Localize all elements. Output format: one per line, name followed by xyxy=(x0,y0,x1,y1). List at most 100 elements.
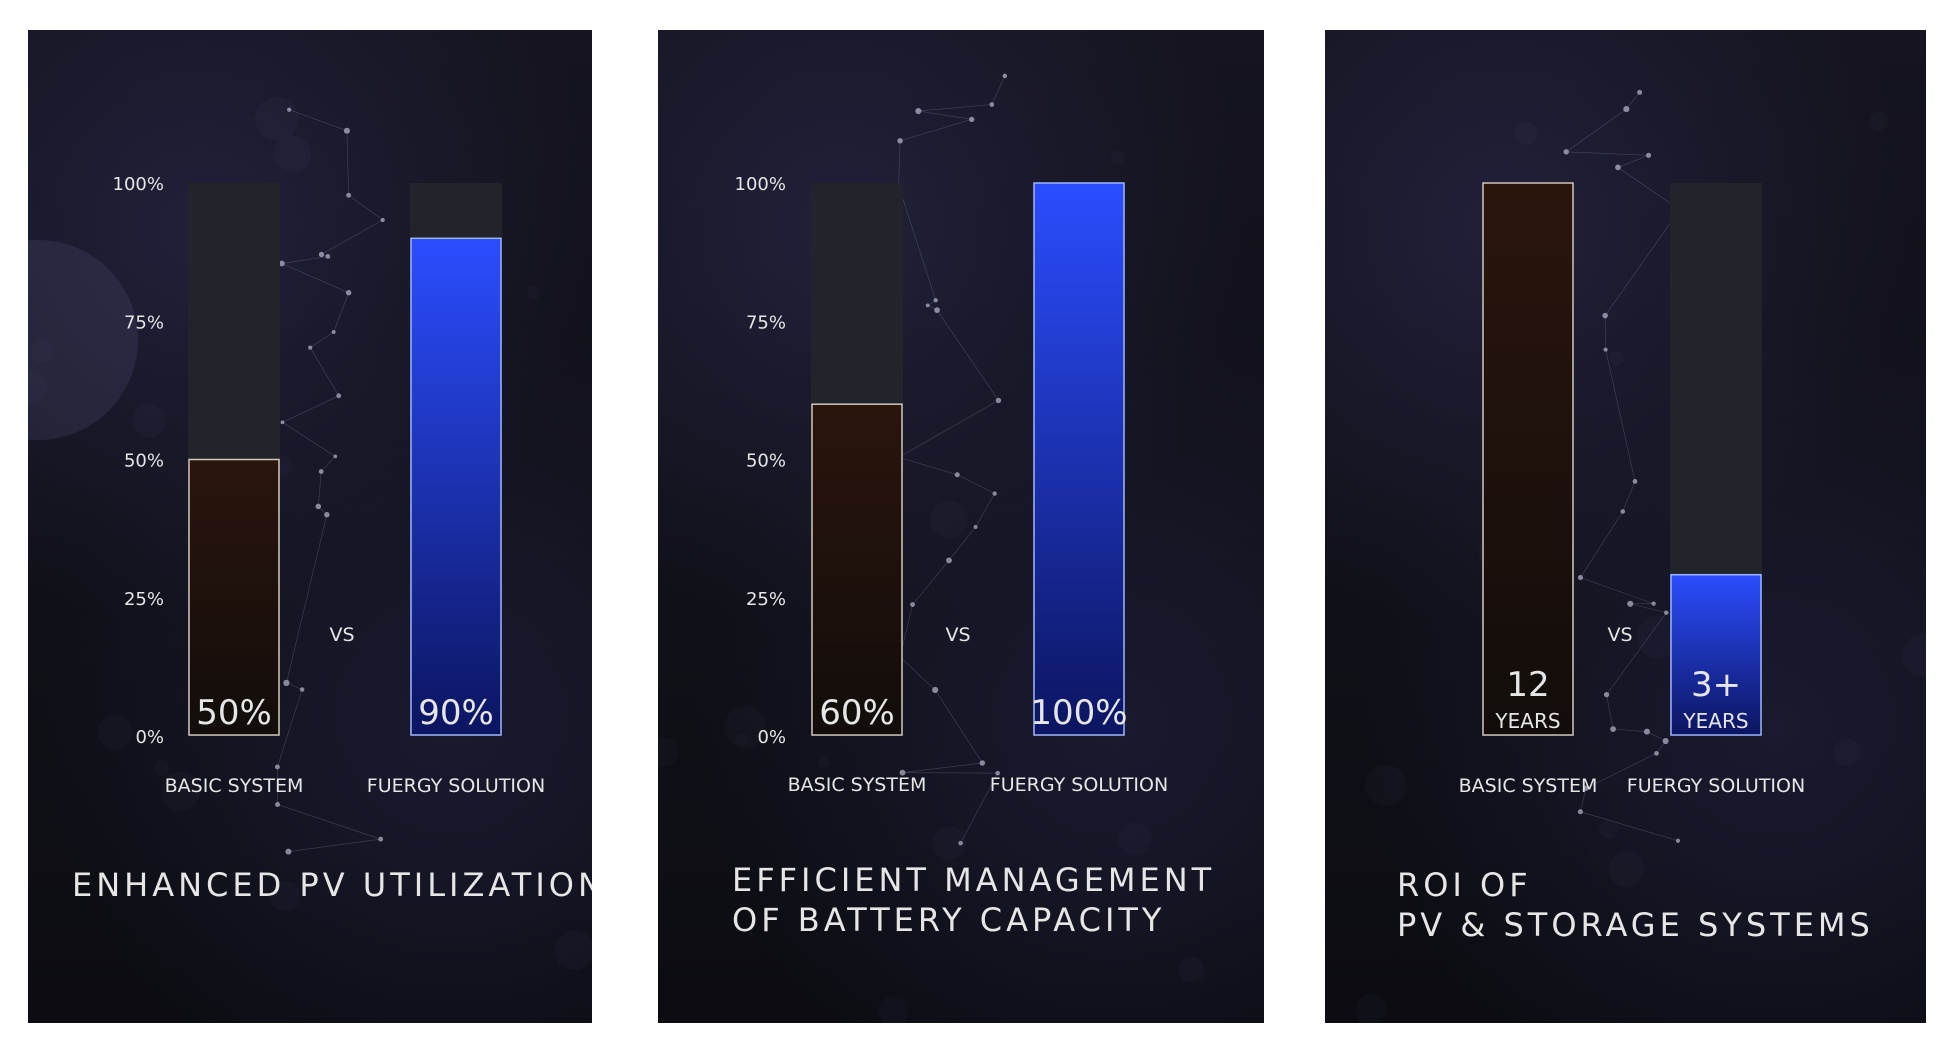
bokeh-dot xyxy=(1834,739,1861,766)
bar-chart: 12 YEARS BASIC SYSTEM 3+ YEARS FUERGY SOLUTIO… xyxy=(1356,89,1888,1023)
bar-basic-system xyxy=(188,458,280,736)
chart-title: ENHANCED PV UTILIZATION xyxy=(72,865,592,905)
category-label: BASIC SYSTEM xyxy=(165,775,304,797)
particle-link xyxy=(1613,728,1647,732)
bokeh-dot xyxy=(736,733,748,745)
particle-dot xyxy=(1632,479,1638,484)
particle-dot xyxy=(324,512,330,518)
y-tick-label: 100% xyxy=(735,174,786,195)
particle-link xyxy=(918,110,972,120)
particle-dot xyxy=(1577,809,1583,815)
bokeh-dot xyxy=(554,931,592,971)
particle-dot xyxy=(345,289,352,296)
particle-dot xyxy=(995,397,1002,404)
particle-link xyxy=(282,421,336,457)
y-tick-label: 100% xyxy=(113,174,164,195)
bokeh-dot xyxy=(1514,121,1537,144)
bar-value-label: 50% xyxy=(196,693,272,733)
bokeh-dot xyxy=(1609,351,1623,365)
particle-dot xyxy=(333,454,338,459)
particle-dot xyxy=(378,836,384,842)
particle-link xyxy=(1566,108,1627,153)
particle-link xyxy=(912,560,950,605)
particle-dot xyxy=(1583,785,1589,791)
category-label: BASIC SYSTEM xyxy=(1459,775,1598,797)
y-tick-label: 0% xyxy=(135,727,164,748)
chart-title-line: PV & STORAGE SYSTEMS xyxy=(1397,906,1874,944)
particle-dot xyxy=(910,602,915,607)
particle-dot xyxy=(275,764,280,770)
particle-link xyxy=(1580,577,1654,604)
particle-link xyxy=(1626,92,1640,110)
particle-link xyxy=(899,656,936,691)
particle-dot xyxy=(315,503,322,510)
particle-dot xyxy=(1563,149,1569,155)
particle-dot xyxy=(989,102,995,107)
particle-link xyxy=(1580,788,1587,812)
particle-dot xyxy=(336,393,342,399)
particle-link xyxy=(918,104,992,112)
particle-link xyxy=(991,75,1006,105)
particle-dot xyxy=(285,848,292,855)
particle-dot xyxy=(1603,692,1610,698)
particle-dot xyxy=(934,307,940,313)
particle-link xyxy=(289,109,348,132)
particle-dot xyxy=(1643,728,1650,735)
particle-dot xyxy=(331,330,336,334)
bokeh-dot xyxy=(658,738,678,767)
bokeh-dot xyxy=(1599,820,1618,839)
chart-panel-pv-utilization: 100% 75% 50% 25% 0% 50% BASIC SYSTEM 90% FUERGY … xyxy=(28,30,592,1023)
particle-link xyxy=(898,456,958,476)
particle-dot xyxy=(1623,106,1630,113)
particle-dot xyxy=(933,298,938,303)
bar-fuergy-solution xyxy=(1670,573,1762,736)
bokeh-dot xyxy=(1869,112,1888,131)
particle-dot xyxy=(899,769,906,776)
chart-title-line: OF BATTERY CAPACITY xyxy=(732,901,1166,939)
bokeh-dot xyxy=(1356,995,1386,1023)
particle-dot xyxy=(280,420,285,425)
category-label: FUERGY SOLUTION xyxy=(367,775,545,797)
y-tick-label: 50% xyxy=(124,451,164,472)
particle-link xyxy=(1630,603,1667,614)
bar-chart: 100% 75% 50% 25% 0% 60% BASIC SYSTEM 100% FUERGY… xyxy=(658,73,1204,982)
particle-link xyxy=(902,772,998,774)
particle-link xyxy=(277,804,381,840)
particle-link xyxy=(346,130,349,196)
particle-link xyxy=(310,331,334,348)
particle-dot xyxy=(969,116,975,123)
particle-link xyxy=(286,514,328,683)
particle-dot xyxy=(1664,610,1669,615)
chart-title: ROI OF PV & STORAGE SYSTEMS xyxy=(1397,865,1874,945)
chart-title: EFFICIENT MANAGEMENT OF BATTERY CAPACITY xyxy=(732,860,1215,940)
particle-link xyxy=(899,119,972,142)
bokeh-dot xyxy=(30,340,53,363)
particle-dot xyxy=(925,303,930,308)
particle-dot xyxy=(1577,575,1584,581)
bar-value-label: 100% xyxy=(1030,693,1127,733)
vs-label: VS xyxy=(945,624,970,646)
chart-title-line: ROI OF xyxy=(1397,866,1532,904)
bokeh-dot xyxy=(274,136,311,173)
particle-dot xyxy=(275,802,281,808)
particle-dot xyxy=(995,770,1000,776)
bar-unit-label: YEARS xyxy=(1682,709,1748,733)
bokeh-dot xyxy=(153,760,169,776)
particle-dot xyxy=(958,840,963,846)
particle-link xyxy=(333,292,349,333)
particle-network xyxy=(1356,89,1888,1023)
chart-panel-battery-capacity: 100% 75% 50% 25% 0% 60% BASIC SYSTEM 100% FUERGY… xyxy=(658,30,1264,1023)
particle-dot xyxy=(278,260,285,267)
particle-dot xyxy=(1602,312,1608,319)
bar-value-label: 60% xyxy=(819,693,895,733)
particle-link xyxy=(317,471,322,507)
particle-link xyxy=(1606,694,1614,730)
bokeh-dot xyxy=(1178,956,1204,982)
particle-link xyxy=(1580,811,1679,842)
chart-title-line: ENHANCED PV UTILIZATION xyxy=(72,866,592,904)
particle-link xyxy=(1605,349,1636,482)
particle-dot xyxy=(1002,73,1008,79)
particle-dot xyxy=(915,107,922,115)
bokeh-dot xyxy=(931,501,968,538)
particle-link xyxy=(1566,151,1649,156)
